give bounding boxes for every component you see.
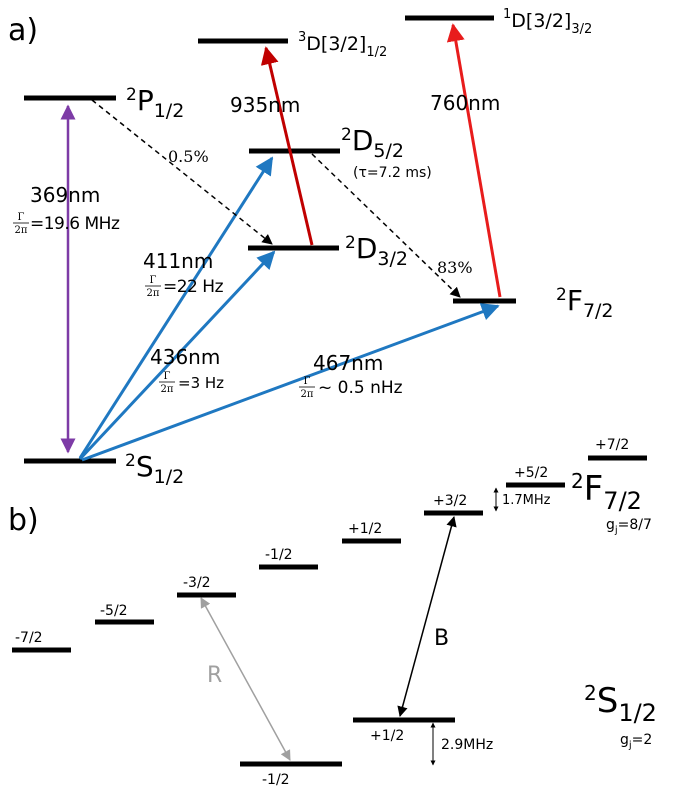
- decay-p-to-d: [91, 99, 273, 245]
- f-label-p-3-2: +3/2: [433, 493, 467, 509]
- gamma-369-den: 2π: [15, 225, 28, 236]
- f-label-m-7-2: -7/2: [15, 630, 43, 646]
- label-3d-high: 3D[3/2]1/2: [298, 30, 387, 60]
- label-d32: 2D3/2: [345, 232, 408, 270]
- width-369: =19.6 MHz: [30, 214, 120, 234]
- f-splitting-label: 1.7MHz: [502, 493, 551, 508]
- label-d52: 2D5/2: [341, 124, 404, 162]
- label-760nm: 760nm: [430, 91, 500, 115]
- arrow-467nm: [81, 303, 500, 462]
- gamma-467-den: 2π: [301, 389, 314, 400]
- label-935nm: 935nm: [230, 93, 300, 117]
- arrow-411nm: [78, 156, 274, 459]
- gamma-411-den: 2π: [147, 288, 160, 299]
- gamma-369-num: Γ: [18, 212, 25, 223]
- label-B: B: [434, 626, 449, 651]
- label-f72: 2F7/2: [556, 284, 614, 322]
- width-467: ~ 0.5 nHz: [318, 378, 403, 398]
- gamma-436-num: Γ: [164, 371, 171, 382]
- gj-f72: gj=8/7: [606, 517, 652, 536]
- arrow-R: [200, 597, 291, 761]
- f-label-m-5-2: -5/2: [100, 603, 128, 619]
- branching-d-to-f: 83%: [437, 258, 473, 277]
- term-f72: 2F7/2: [571, 469, 642, 515]
- arrow-436nm: [78, 250, 276, 461]
- gamma-467-num: Γ: [304, 376, 311, 387]
- f-label-p-5-2: +5/2: [514, 465, 548, 481]
- s-splitting-label: 2.9MHz: [441, 737, 493, 753]
- s-label-m-1-2: -1/2: [262, 772, 290, 788]
- label-411nm: 411nm: [143, 249, 213, 273]
- panel-a: a) 2P1/2 2D5/2 (τ=7.2 ms) 2D3/2 2F7/2: [8, 7, 614, 488]
- term-s12: 2S1/2: [584, 681, 657, 727]
- width-411: =22 Hz: [163, 277, 224, 297]
- f-label-p-1-2: +1/2: [348, 521, 382, 537]
- panel-b-label: b): [8, 503, 39, 538]
- label-436nm: 436nm: [150, 345, 220, 369]
- label-467nm: 467nm: [313, 351, 383, 375]
- width-436: =3 Hz: [178, 374, 224, 392]
- gamma-411-num: Γ: [150, 275, 157, 286]
- label-p12: 2P1/2: [126, 84, 184, 122]
- arrow-B: [397, 515, 457, 718]
- panel-a-label: a): [8, 13, 38, 48]
- f-label-m-1-2: -1/2: [265, 547, 293, 563]
- decay-d-to-f: [311, 153, 461, 298]
- branching-p-to-d: 0.5%: [168, 147, 209, 166]
- label-R: R: [207, 663, 222, 688]
- arrow-760nm: [446, 23, 502, 298]
- s-label-p-1-2: +1/2: [370, 728, 404, 744]
- label-1d-high: 1D[3/2]3/2: [503, 7, 592, 37]
- label-d52-lifetime: (τ=7.2 ms): [353, 165, 432, 181]
- panel-b: b) -7/2 -5/2 -3/2 -1/2 +1/2 +3/2 +5/2 +7…: [8, 437, 657, 788]
- gj-s12: gj=2: [620, 732, 652, 751]
- gamma-436-den: 2π: [161, 384, 174, 395]
- f-label-m-3-2: -3/2: [183, 575, 211, 591]
- arrow-935nm: [260, 46, 314, 246]
- label-369nm: 369nm: [30, 183, 100, 207]
- f-label-p-7-2: +7/2: [595, 437, 629, 453]
- label-s12: 2S1/2: [125, 450, 184, 488]
